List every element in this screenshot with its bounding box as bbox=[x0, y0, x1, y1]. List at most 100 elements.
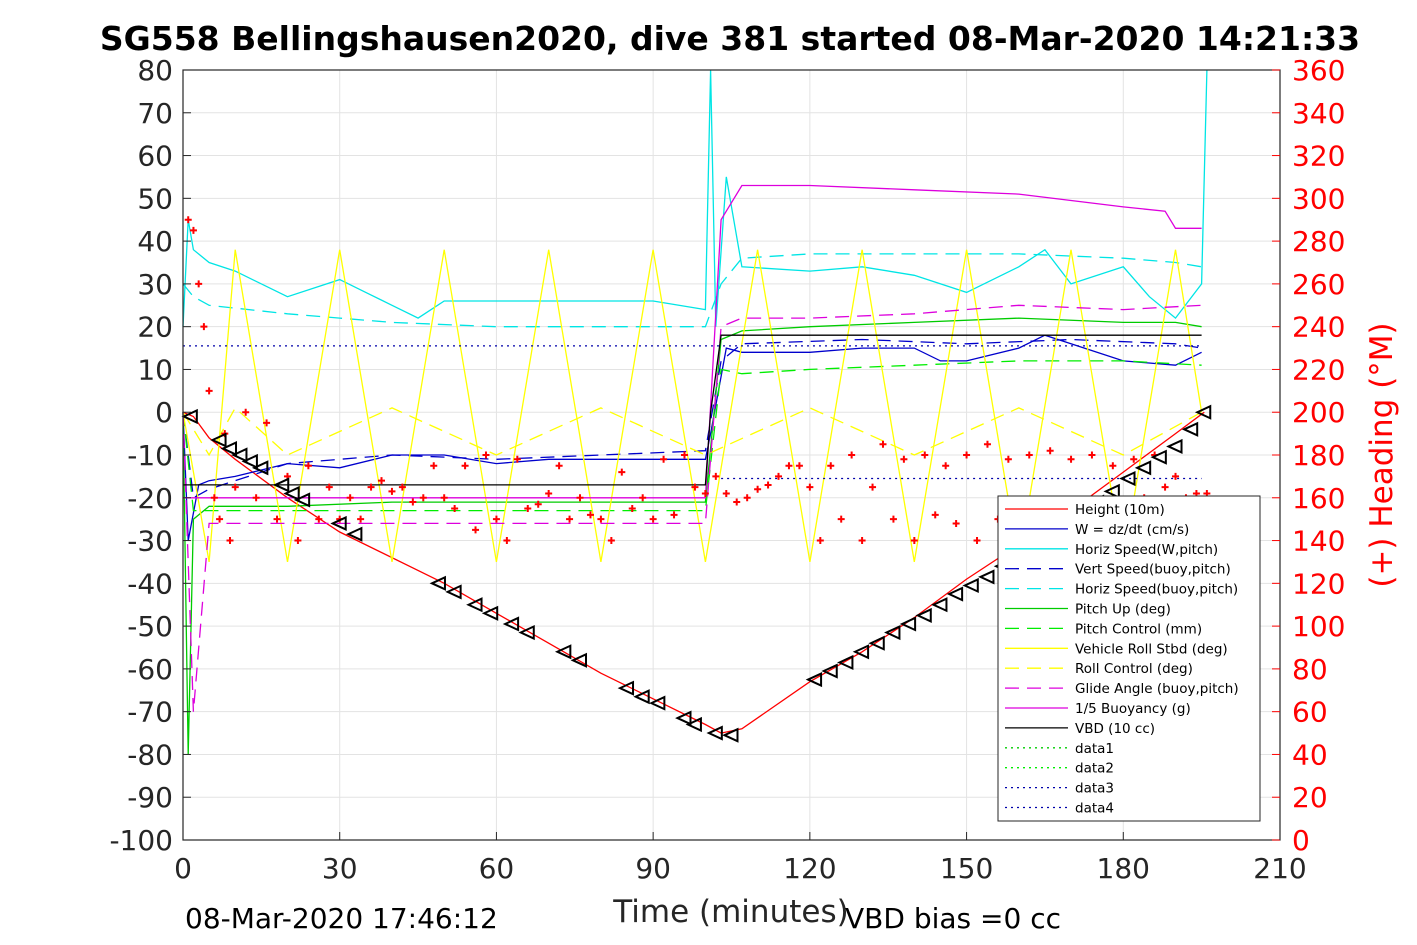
y-tick-label: -20 bbox=[127, 482, 173, 515]
depth-marker bbox=[1103, 483, 1120, 499]
heading-marker bbox=[764, 481, 772, 489]
heading-marker bbox=[513, 455, 521, 463]
depth-marker bbox=[706, 725, 723, 741]
legend-label: data3 bbox=[1075, 781, 1114, 797]
heading-marker bbox=[639, 494, 647, 502]
y-tick-label: 10 bbox=[137, 353, 173, 386]
legend-label: Vert Speed(buoy,pitch) bbox=[1075, 562, 1231, 578]
heading-marker bbox=[378, 477, 386, 485]
y-tick-label: -50 bbox=[127, 610, 173, 643]
heading-marker bbox=[837, 515, 845, 523]
y-tick-label: 50 bbox=[137, 182, 173, 215]
depth-marker bbox=[633, 689, 650, 705]
y-tick-label: 20 bbox=[137, 311, 173, 344]
heading-marker bbox=[184, 216, 192, 224]
x-tick-label: 120 bbox=[783, 852, 836, 885]
depth-marker bbox=[283, 485, 300, 502]
depth-marker bbox=[915, 607, 932, 623]
heading-marker bbox=[618, 468, 626, 476]
heading-marker bbox=[205, 387, 213, 395]
heading-marker bbox=[952, 519, 960, 527]
heading-marker bbox=[576, 494, 584, 502]
heading-marker bbox=[231, 483, 239, 491]
heading-marker bbox=[785, 462, 793, 470]
y2-tick-label: 160 bbox=[1292, 482, 1345, 515]
depth-marker bbox=[181, 408, 198, 425]
depth-marker bbox=[345, 526, 363, 542]
legend-label: Height (10m) bbox=[1075, 502, 1165, 518]
heading-marker bbox=[195, 280, 203, 288]
heading-marker bbox=[1130, 455, 1138, 463]
series-line bbox=[182, 317, 1202, 755]
legend-label: data1 bbox=[1075, 741, 1114, 757]
depth-marker bbox=[962, 577, 979, 594]
legend: Height (10m) W = dz/dt (cm/s) Horiz Speed(… bbox=[997, 495, 1261, 822]
depth-marker bbox=[675, 710, 692, 726]
legend-label: Horiz Speed(buoy,pitch) bbox=[1075, 582, 1238, 598]
depth-marker bbox=[868, 635, 885, 651]
depth-marker bbox=[899, 616, 917, 632]
x-tick-label: 30 bbox=[322, 852, 358, 885]
legend-label: VBD (10 cc) bbox=[1075, 721, 1155, 737]
heading-marker bbox=[827, 462, 835, 470]
depth-marker bbox=[722, 727, 739, 743]
y-tick-label: -90 bbox=[127, 781, 173, 814]
depth-marker bbox=[481, 605, 499, 621]
legend-box bbox=[997, 495, 1261, 822]
depth-marker bbox=[978, 569, 995, 585]
series-line bbox=[183, 334, 1202, 486]
depth-marker bbox=[837, 654, 854, 671]
legend-label: Vehicle Roll Stbd (deg) bbox=[1075, 641, 1228, 657]
depth-marker bbox=[821, 663, 838, 679]
depth-marker bbox=[1150, 449, 1167, 465]
heading-marker bbox=[649, 515, 657, 523]
heading-marker bbox=[524, 504, 532, 512]
depth-marker bbox=[805, 672, 823, 688]
legend-label: Pitch Up (deg) bbox=[1075, 602, 1171, 618]
heading-marker bbox=[1004, 455, 1012, 463]
y2-tick-label: 40 bbox=[1292, 738, 1328, 771]
heading-marker bbox=[963, 451, 971, 459]
y2-tick-label: 180 bbox=[1292, 439, 1345, 472]
heading-marker bbox=[900, 455, 908, 463]
series-layer bbox=[182, 69, 1208, 755]
depth-marker bbox=[429, 575, 446, 591]
heading-marker bbox=[294, 537, 302, 545]
heading-marker bbox=[273, 515, 281, 523]
y-tick-label: -40 bbox=[127, 567, 173, 600]
depth-marker bbox=[1119, 470, 1136, 487]
y2-tick-label: 220 bbox=[1292, 353, 1345, 386]
y-tick-label: -100 bbox=[109, 824, 173, 857]
series-line bbox=[182, 360, 1202, 512]
heading-marker bbox=[325, 483, 333, 491]
heading-marker bbox=[252, 494, 260, 502]
depth-marker bbox=[210, 432, 227, 448]
heading-marker bbox=[1161, 483, 1169, 491]
heading-marker bbox=[889, 515, 897, 523]
heading-marker bbox=[795, 462, 803, 470]
y-tick-label: -70 bbox=[127, 696, 173, 729]
y-tick-label: 70 bbox=[137, 97, 173, 130]
heading-marker bbox=[461, 462, 469, 470]
heading-marker bbox=[983, 440, 991, 448]
depth-marker bbox=[1194, 404, 1212, 420]
y2-tick-label: 140 bbox=[1292, 525, 1345, 558]
x-tick-label: 150 bbox=[940, 852, 993, 885]
heading-marker bbox=[398, 483, 406, 491]
heading-marker bbox=[743, 494, 751, 502]
depth-marker bbox=[1134, 460, 1152, 476]
y2-tick-label: 60 bbox=[1292, 696, 1328, 729]
y2-tick-label: 280 bbox=[1292, 225, 1345, 258]
depth-marker bbox=[1181, 421, 1199, 437]
depth-marker bbox=[617, 680, 635, 696]
heading-marker bbox=[942, 462, 950, 470]
heading-marker bbox=[200, 323, 208, 331]
y-tick-label: 60 bbox=[137, 140, 173, 173]
depth-marker bbox=[931, 597, 948, 613]
series-line bbox=[182, 249, 1203, 563]
heading-marker bbox=[346, 494, 354, 502]
heading-marker bbox=[691, 483, 699, 491]
heading-marker bbox=[628, 504, 636, 512]
depth-marker bbox=[648, 695, 666, 711]
heading-marker bbox=[931, 511, 939, 519]
